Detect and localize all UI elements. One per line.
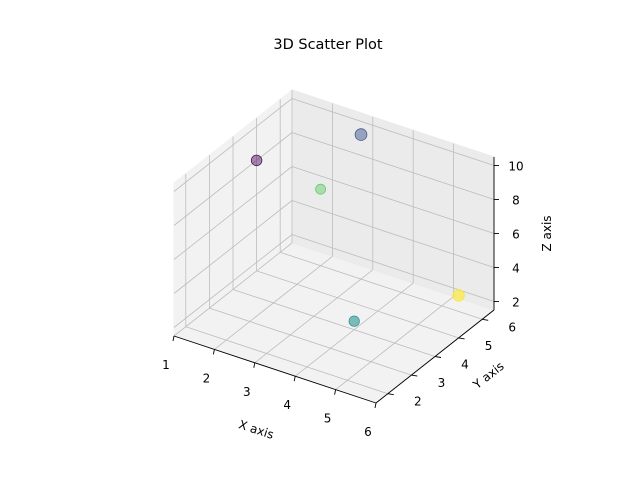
y-tick-label: 5 bbox=[485, 339, 493, 353]
z-tick-label: 4 bbox=[512, 262, 520, 276]
x-tick bbox=[293, 376, 296, 382]
y-tick-label: 2 bbox=[414, 395, 422, 409]
axis-lines bbox=[172, 157, 499, 409]
y-grid-floor bbox=[232, 289, 436, 357]
z-tick-label: 10 bbox=[508, 160, 523, 174]
chart-title: 3D Scatter Plot bbox=[273, 37, 383, 53]
x-tick-label: 3 bbox=[243, 385, 251, 399]
y-grid-floor bbox=[256, 270, 459, 339]
y-tick bbox=[482, 318, 489, 321]
data-point-1 bbox=[250, 154, 263, 167]
x-tick bbox=[253, 362, 256, 368]
y-grid-floor bbox=[280, 251, 483, 320]
z-grid-left bbox=[173, 132, 293, 226]
x-tick-label: 1 bbox=[162, 358, 170, 372]
data-points bbox=[250, 128, 465, 327]
data-point-3 bbox=[348, 315, 360, 327]
z-grid-back bbox=[291, 98, 495, 166]
y-axis-label: Y axis bbox=[470, 359, 507, 392]
x-tick-label: 5 bbox=[324, 412, 332, 426]
x-axis-label: X axis bbox=[237, 417, 276, 441]
x-tick-label: 2 bbox=[203, 371, 211, 385]
data-point-2 bbox=[354, 128, 368, 141]
tick-labels: 1 2 3 4 5 6 2 3 4 5 6 2 4 6 8 10 bbox=[162, 160, 523, 440]
axis-panes bbox=[172, 88, 496, 404]
z-tick-label: 2 bbox=[512, 296, 520, 310]
data-point-4 bbox=[315, 183, 327, 195]
y-tick bbox=[434, 356, 442, 358]
x-tick-label: 6 bbox=[364, 425, 372, 439]
z-axis-label: Z axis bbox=[540, 215, 554, 251]
y-tick bbox=[458, 337, 465, 340]
data-point-5 bbox=[452, 289, 465, 302]
z-grid-back bbox=[291, 166, 495, 234]
z-grid-left bbox=[173, 166, 293, 260]
x-tick bbox=[212, 349, 215, 355]
z-tick-label: 6 bbox=[512, 228, 520, 242]
y-grid-floor bbox=[209, 307, 412, 376]
y-tick bbox=[387, 393, 394, 396]
z-grid-back bbox=[291, 200, 495, 268]
x-tick bbox=[374, 402, 377, 409]
y-tick bbox=[411, 374, 418, 377]
z-grid-back bbox=[291, 132, 495, 200]
x-axis-line bbox=[173, 335, 377, 404]
z-tick-label: 8 bbox=[512, 194, 520, 208]
y-tick-label: 3 bbox=[438, 376, 446, 390]
z-grid-left bbox=[173, 234, 293, 328]
x-tick bbox=[172, 335, 175, 342]
y-grid-floor bbox=[185, 326, 388, 395]
z-grid-left bbox=[173, 98, 293, 192]
x-tick bbox=[334, 389, 337, 395]
x-tick-label: 4 bbox=[283, 398, 291, 412]
z-grid-left bbox=[173, 200, 293, 294]
y-tick-label: 4 bbox=[461, 358, 469, 372]
y-tick-label: 6 bbox=[508, 320, 516, 334]
